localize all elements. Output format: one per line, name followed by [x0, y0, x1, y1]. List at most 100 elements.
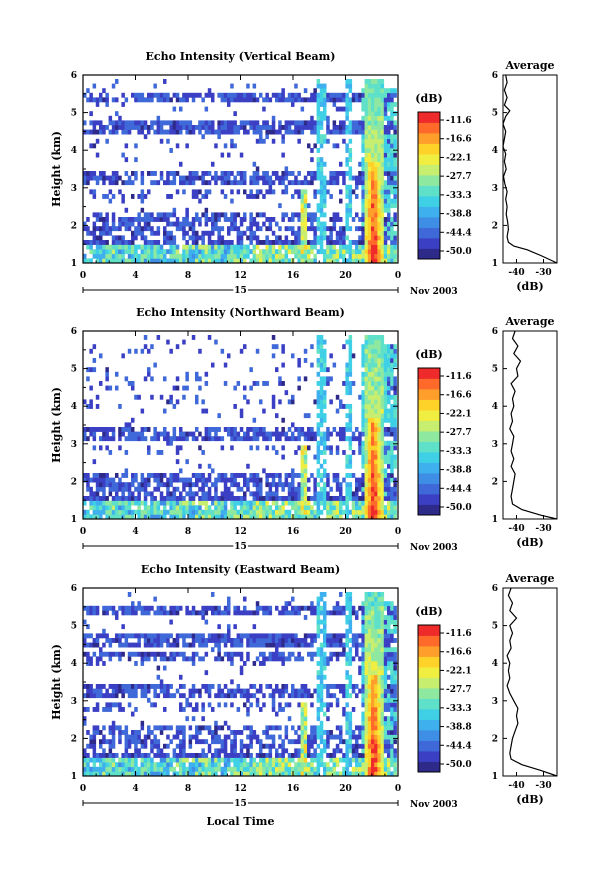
colorbar-tick-label: -33.3 — [446, 191, 472, 201]
colorbar-unit: (dB) — [415, 92, 442, 105]
colorbar-swatch — [418, 709, 440, 720]
colorbar-swatch — [418, 206, 440, 218]
day-label: 15 — [234, 799, 247, 809]
colorbar-swatch — [418, 719, 440, 731]
colorbar-swatch — [418, 196, 440, 207]
x-tick-label: 20 — [339, 271, 352, 281]
x-tick-label: 4 — [132, 784, 138, 794]
panel-title: Echo Intensity (Vertical Beam) — [145, 50, 335, 63]
profile-line — [506, 587, 558, 777]
colorbar-tick-label: -38.8 — [446, 210, 472, 220]
profile-x-label: (dB) — [516, 280, 543, 293]
colorbar-swatch — [418, 143, 440, 155]
profile-y-tick-label: 1 — [492, 259, 498, 269]
colorbar-swatch — [418, 133, 440, 144]
profile-y-tick-label: 2 — [492, 221, 498, 231]
colorbar-tick-label: -38.8 — [446, 466, 472, 476]
x-tick-label: 16 — [287, 527, 300, 537]
profile-y-tick-label: 4 — [492, 402, 498, 412]
colorbar-frame — [417, 111, 441, 260]
colorbar-swatch — [418, 399, 440, 411]
y-tick-label: 6 — [71, 584, 77, 594]
y-tick-label: 6 — [71, 327, 77, 337]
colorbar-swatch — [418, 473, 440, 484]
colorbar-tick-label: -16.6 — [446, 135, 472, 145]
profile-line — [509, 330, 558, 520]
colorbar-swatch — [418, 164, 440, 176]
profile-frame — [502, 587, 558, 777]
profile-x-label: (dB) — [516, 536, 543, 549]
x-tick-label: 0 — [395, 527, 401, 537]
profile-y-tick-label: 6 — [492, 584, 498, 594]
colorbar-swatch — [418, 378, 440, 390]
colorbar-tick-label: -38.8 — [446, 723, 472, 733]
colorbar-swatch — [418, 625, 440, 636]
colorbar-tick-label: -22.1 — [446, 153, 472, 163]
colorbar-swatch — [418, 656, 440, 668]
y-tick-label: 4 — [71, 146, 77, 156]
profile-x-tick-label: -40 — [508, 781, 524, 791]
y-tick-label: 5 — [71, 109, 77, 119]
colorbar-swatch — [418, 420, 440, 432]
colorbar-swatch — [418, 154, 440, 165]
x-tick-label: 4 — [132, 271, 138, 281]
x-tick-label: 8 — [185, 784, 191, 794]
colorbar-tick-label: -44.4 — [446, 228, 472, 238]
x-tick-label: 0 — [395, 271, 401, 281]
y-tick-label: 2 — [71, 221, 77, 231]
profile-y-tick-label: 6 — [492, 71, 498, 81]
colorbar-swatch — [418, 483, 440, 495]
x-tick-label: 0 — [395, 784, 401, 794]
colorbar-tick-label: -16.6 — [446, 648, 472, 658]
colorbar-swatch — [418, 504, 440, 516]
x-axis-label: Local Time — [207, 815, 275, 828]
profile-title: Average — [504, 572, 554, 585]
colorbar-frame — [417, 367, 441, 516]
colorbar-swatch — [418, 452, 440, 463]
profile-x-tick-label: -30 — [535, 524, 551, 534]
x-tick-label: 16 — [287, 271, 300, 281]
profile-y-tick-label: 1 — [492, 772, 498, 782]
colorbar-swatch — [418, 751, 440, 762]
y-tick-label: 2 — [71, 477, 77, 487]
x-tick-label: 0 — [80, 527, 86, 537]
y-tick-label: 1 — [71, 772, 77, 782]
colorbar-tick-label: -50.0 — [446, 760, 472, 770]
y-tick-label: 1 — [71, 259, 77, 269]
y-tick-label: 3 — [71, 184, 77, 194]
y-tick-label: 1 — [71, 515, 77, 525]
date-label: Nov 2003 — [410, 543, 458, 553]
date-label: Nov 2003 — [410, 287, 458, 297]
colorbar-tick-label: -27.7 — [446, 685, 472, 695]
colorbar-swatch — [418, 441, 440, 453]
profile-y-tick-label: 2 — [492, 477, 498, 487]
y-tick-label: 5 — [71, 365, 77, 375]
profile-y-tick-label: 3 — [492, 440, 498, 450]
y-tick-label: 4 — [71, 659, 77, 669]
colorbar-tick-label: -33.3 — [446, 447, 472, 457]
x-tick-label: 12 — [234, 527, 247, 537]
profile-y-tick-label: 6 — [492, 327, 498, 337]
colorbar-tick-label: -50.0 — [446, 503, 472, 513]
heatmap-cells — [83, 592, 397, 777]
colorbar-unit: (dB) — [415, 348, 442, 361]
profile-line — [502, 74, 558, 264]
heatmap-cells — [83, 335, 397, 520]
colorbar-tick-label: -50.0 — [446, 247, 472, 257]
colorbar-swatch — [418, 431, 440, 442]
profile-y-tick-label: 5 — [492, 109, 498, 119]
colorbar-swatch — [418, 667, 440, 678]
y-axis-label: Height (km) — [50, 644, 63, 720]
colorbar-swatch — [418, 185, 440, 197]
colorbar-swatch — [418, 175, 440, 186]
colorbar-swatch — [418, 688, 440, 699]
colorbar-swatch — [418, 494, 440, 505]
profile-y-tick-label: 1 — [492, 515, 498, 525]
colorbar-swatch — [418, 410, 440, 421]
profile-y-tick-label: 2 — [492, 734, 498, 744]
colorbar-tick-label: -11.6 — [446, 116, 472, 126]
y-axis-label: Height (km) — [50, 131, 63, 207]
y-tick-label: 3 — [71, 440, 77, 450]
x-tick-label: 0 — [80, 784, 86, 794]
